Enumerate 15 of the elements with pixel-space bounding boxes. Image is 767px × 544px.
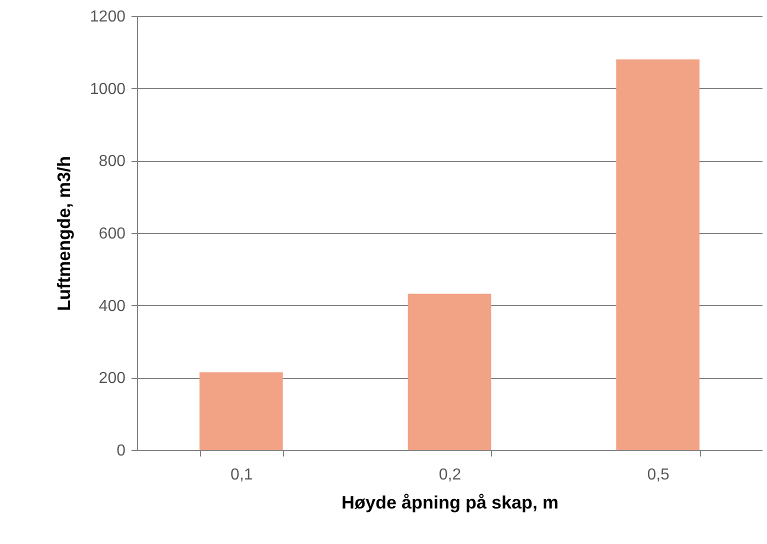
y-tick-label: 800	[98, 153, 126, 170]
y-tick-label: 200	[98, 370, 126, 388]
x-tick-label: 0,5	[647, 466, 670, 484]
y-tick-label: 1000	[90, 80, 126, 98]
y-tick-label: 600	[98, 226, 126, 242]
bar	[200, 372, 283, 450]
y-tick-label: 1200	[90, 8, 126, 26]
x-tick-label: 0,1	[230, 466, 253, 484]
y-tick-label: 0	[116, 442, 126, 460]
bar	[408, 294, 492, 450]
bar	[616, 59, 700, 450]
x-tick-label: 0,2	[438, 466, 462, 484]
x-axis-title: Høyde åpning på skap, m	[341, 492, 559, 512]
y-axis-title: Luftmengde, m3/h	[54, 156, 74, 312]
y-tick-label: 400	[98, 298, 126, 315]
